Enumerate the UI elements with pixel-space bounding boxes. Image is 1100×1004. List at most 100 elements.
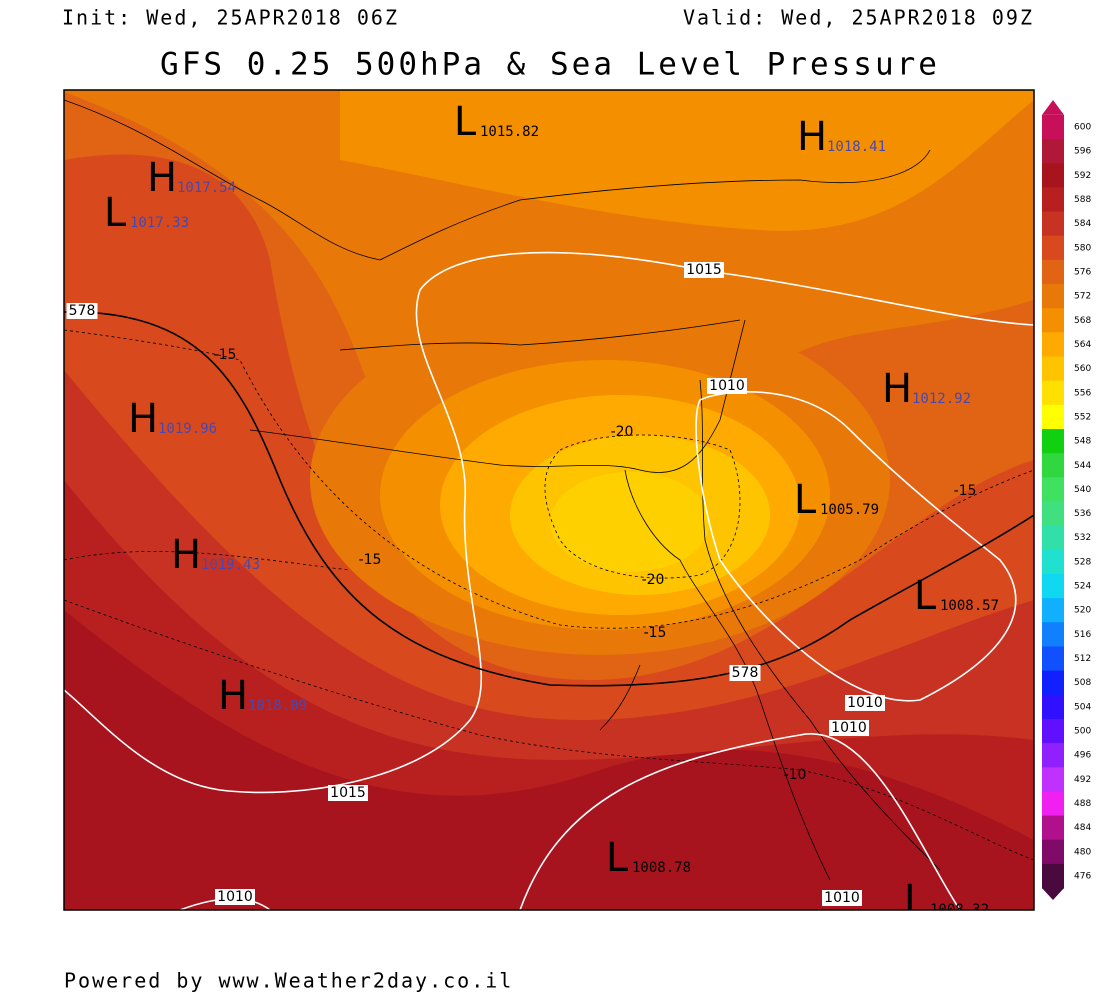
- colorbar-label: 532: [1074, 533, 1091, 543]
- colorbar-swatch: [1042, 453, 1064, 478]
- colorbar-swatch: [1042, 791, 1064, 817]
- contour-label: 1010: [709, 378, 745, 394]
- colorbar-label: 496: [1074, 751, 1091, 761]
- colorbar-swatch: [1042, 380, 1064, 406]
- colorbar-label: 568: [1074, 316, 1091, 326]
- colorbar: 600 596 592 588 584 580 576 572 568 564 560 556 552 5…: [1042, 100, 1091, 900]
- pressure-center-letter: H: [171, 532, 201, 578]
- colorbar-swatch: [1042, 839, 1064, 865]
- colorbar-swatch: [1042, 525, 1064, 551]
- colorbar-label: 580: [1074, 243, 1091, 253]
- contour-label: 1015: [686, 262, 722, 278]
- footer: Powered by www.Weather2day.co.il: [64, 969, 513, 993]
- pressure-center-value: 1008.57: [940, 598, 999, 614]
- colorbar-label: 596: [1074, 147, 1091, 157]
- colorbar-label: 564: [1074, 340, 1091, 350]
- colorbar-label: 588: [1074, 195, 1091, 205]
- colorbar-label: 528: [1074, 557, 1091, 567]
- pressure-center-letter: L: [454, 99, 477, 145]
- pressure-center-letter: L: [794, 477, 817, 523]
- colorbar-swatch: [1042, 694, 1064, 720]
- colorbar-swatch: [1042, 163, 1064, 188]
- colorbar-swatch: [1042, 622, 1064, 647]
- field-layer: [340, 90, 1034, 231]
- map-frame: [63, 89, 1035, 911]
- colorbar-swatch: [1042, 670, 1064, 696]
- contour-label-box: [215, 889, 255, 905]
- colorbar-swatch: [1042, 259, 1064, 285]
- colorbar-label: 544: [1074, 461, 1091, 471]
- contour-label: 1015: [330, 785, 366, 801]
- colorbar-swatch: [1042, 139, 1064, 164]
- pressure-center-letter: H: [218, 673, 248, 719]
- coastlines: [64, 99, 941, 881]
- colorbar-swatch: [1042, 743, 1064, 768]
- pressure-center-letter: L: [606, 835, 629, 881]
- colorbar-label: 516: [1074, 630, 1091, 640]
- pressure-center-value: 1019.96: [158, 421, 217, 437]
- colorbar-label: 520: [1074, 606, 1091, 616]
- colorbar-swatch: [1042, 573, 1064, 599]
- map-title: GFS 0.25 500hPa & Sea Level Pressure: [160, 47, 940, 83]
- colorbar-end: [1042, 100, 1064, 115]
- contour-label: 1010: [847, 695, 883, 711]
- pressure-center-letter: L: [104, 190, 127, 236]
- colorbar-swatch: [1042, 187, 1064, 213]
- contour-label: -15: [644, 625, 667, 641]
- map-labels: L 1015.82 H 1018.41H 1017.54L 1017.33H 1019.96…: [66, 99, 999, 923]
- colorbar-label: 548: [1074, 437, 1091, 447]
- colorbar-swatch: [1042, 356, 1064, 382]
- pressure-center-value: 1019.43: [201, 557, 260, 573]
- colorbar-label: 480: [1074, 847, 1091, 857]
- colorbar-swatch: [1042, 429, 1064, 454]
- contour-label: -10: [784, 767, 807, 783]
- contour-label-box: [66, 303, 98, 319]
- colorbar-label: 492: [1074, 775, 1091, 785]
- contour-label: -20: [611, 424, 634, 440]
- colorbar-swatch: [1042, 767, 1064, 792]
- colorbar-label: 572: [1074, 292, 1091, 302]
- contour-label-box: [822, 890, 862, 906]
- contour-label: 578: [69, 303, 96, 319]
- contour-label: -15: [214, 347, 237, 363]
- pressure-center-value: 1012.92: [912, 391, 971, 407]
- contour-label-box: [707, 378, 747, 394]
- pressure-center-letter: H: [147, 155, 177, 201]
- colorbar-swatch: [1042, 308, 1064, 333]
- pressure-center-value: 1018.41: [827, 139, 886, 155]
- valid-time: Valid: Wed, 25APR2018 09Z: [683, 6, 1034, 30]
- colorbar-label: 536: [1074, 509, 1091, 519]
- colorbar-swatch: [1042, 211, 1064, 237]
- colorbar-label: 600: [1074, 123, 1091, 133]
- colorbar-label: 556: [1074, 388, 1091, 398]
- colorbar-label: 576: [1074, 267, 1091, 277]
- colorbar-label: 508: [1074, 678, 1091, 688]
- colorbar-label: 476: [1074, 872, 1091, 882]
- contour-label-box: [729, 665, 761, 681]
- colorbar-swatch: [1042, 815, 1064, 841]
- colorbar-label: 500: [1074, 727, 1091, 737]
- pressure-center-value: 1017.33: [130, 215, 189, 231]
- colorbar-swatch: [1042, 501, 1064, 527]
- colorbar-swatch: [1042, 598, 1064, 623]
- colorbar-swatch: [1042, 863, 1064, 889]
- contour-label: -20: [642, 572, 665, 588]
- colorbar-label: 552: [1074, 412, 1091, 422]
- pressure-center-letter: L: [904, 877, 927, 923]
- pressure-center-value: 1008.32: [930, 902, 989, 918]
- colorbar-label: 512: [1074, 654, 1091, 664]
- pressure-center-value: 1015.82: [480, 124, 539, 140]
- colorbar-label: 560: [1074, 364, 1091, 374]
- height-contour: [64, 311, 1034, 687]
- colorbar-label: 540: [1074, 485, 1091, 495]
- contour-label-box: [328, 785, 368, 801]
- pressure-center-letter: H: [882, 366, 912, 412]
- pressure-center-value: 1018.09: [248, 698, 307, 714]
- colorbar-label: 504: [1074, 702, 1091, 712]
- contour-label-box: [684, 262, 724, 278]
- temperature-contours: [64, 329, 1034, 861]
- colorbar-label: 524: [1074, 582, 1091, 592]
- field-layer: [550, 472, 710, 572]
- colorbar-label: 592: [1074, 171, 1091, 181]
- contour-label: -15: [359, 552, 382, 568]
